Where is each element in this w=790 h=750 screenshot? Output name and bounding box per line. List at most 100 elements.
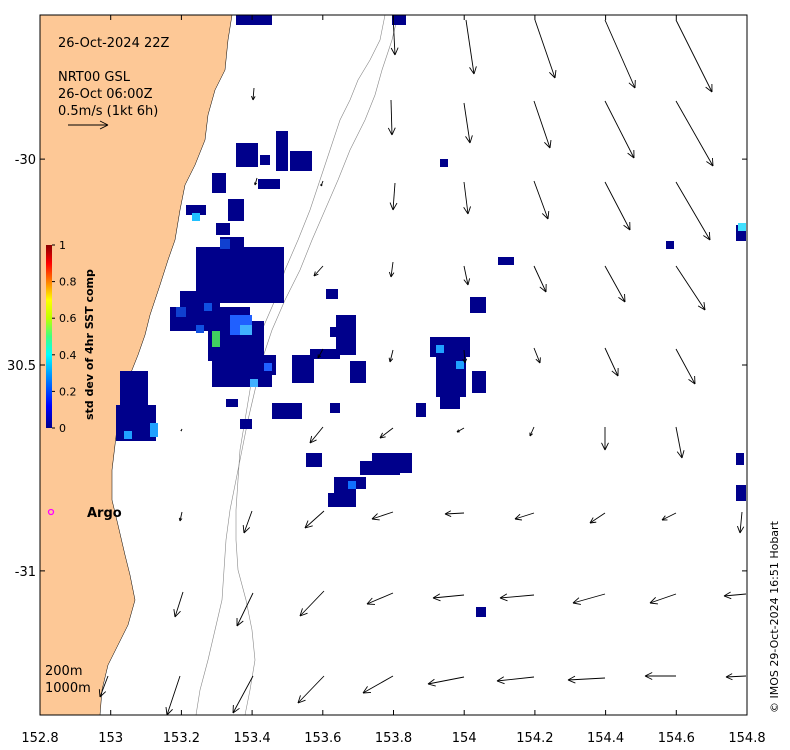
sst-pixel-high xyxy=(124,431,132,439)
current-vector xyxy=(529,426,535,437)
current-vector xyxy=(572,593,606,605)
sst-pixel-high xyxy=(738,223,746,231)
sst-pixel-high xyxy=(250,379,258,387)
current-vector xyxy=(675,348,696,385)
current-vector xyxy=(390,14,399,56)
sst-pixel xyxy=(272,403,302,419)
product-line: NRT00 GSL xyxy=(58,70,131,85)
current-vector xyxy=(567,675,606,684)
credit-text: © IMOS 29-Oct-2024 16:51 Hobart xyxy=(768,520,781,713)
current-vector xyxy=(173,591,184,618)
sst-pixel xyxy=(216,223,230,235)
sst-pixel xyxy=(326,289,338,299)
x-tick-label: 152.8 xyxy=(21,731,58,746)
sst-pixel xyxy=(498,257,514,265)
current-vector xyxy=(496,676,535,685)
current-vectors xyxy=(98,14,747,716)
sst-pixel xyxy=(258,179,280,189)
current-vector xyxy=(604,181,631,231)
sst-pixel xyxy=(440,159,448,167)
sst-pixel-high xyxy=(150,423,158,437)
current-vector xyxy=(180,428,183,432)
y-tick-label: -30 xyxy=(15,153,36,168)
current-vector xyxy=(178,511,183,522)
sst-pixel xyxy=(306,453,322,467)
current-vector xyxy=(371,511,394,521)
current-vector xyxy=(533,265,547,293)
sst-pixel xyxy=(236,15,272,25)
current-vector xyxy=(463,181,471,215)
current-vector xyxy=(456,427,465,433)
x-tick-label: 153 xyxy=(98,731,123,746)
current-vector xyxy=(675,100,714,167)
sst-pixel xyxy=(392,15,406,25)
sst-pixel xyxy=(290,151,312,171)
current-vector xyxy=(533,180,550,220)
current-vector xyxy=(427,676,465,687)
sst-pixel xyxy=(212,173,226,193)
current-vector xyxy=(232,675,254,714)
current-vector xyxy=(462,349,468,364)
y-tick-label: -31 xyxy=(15,565,36,580)
x-tick-label: 154.6 xyxy=(658,731,695,746)
current-vector xyxy=(362,675,394,694)
sst-pixel xyxy=(116,405,156,441)
sst-pixel xyxy=(330,327,340,337)
sst-pixel xyxy=(226,399,238,407)
vector-scale-label: 0.5m/s (1kt 6h) xyxy=(58,104,158,119)
current-vector xyxy=(463,102,473,144)
current-vector xyxy=(297,675,325,704)
current-vector xyxy=(463,265,471,286)
sst-pixel xyxy=(350,361,366,383)
sst-pixel xyxy=(736,485,746,501)
x-tick-label: 153.6 xyxy=(304,731,341,746)
current-vector xyxy=(98,675,109,698)
current-vector xyxy=(533,100,552,149)
x-tick-label: 154 xyxy=(452,731,477,746)
product-time: 26-Oct 06:00Z xyxy=(58,87,153,102)
sst-pixel-high xyxy=(192,213,200,221)
x-tick-label: 153.4 xyxy=(233,731,270,746)
sst-pixel xyxy=(336,315,356,355)
current-vector xyxy=(604,347,619,377)
sst-pixel xyxy=(470,297,486,313)
sst-pixel xyxy=(666,241,674,249)
current-vector xyxy=(675,426,685,459)
sst-pixel xyxy=(236,143,258,167)
current-vector xyxy=(675,19,713,93)
current-vector xyxy=(320,180,324,187)
current-vector xyxy=(534,19,557,79)
colorbar-tick-label: 0.2 xyxy=(59,385,77,398)
sst-pixel-high xyxy=(348,481,356,489)
sst-pixel-high xyxy=(436,345,444,353)
colorbar-tick-label: 1 xyxy=(59,239,66,252)
current-vector xyxy=(388,261,395,278)
current-vector xyxy=(644,672,676,680)
depth-1000-label: 1000m xyxy=(45,681,91,696)
current-vector xyxy=(675,181,711,241)
current-vector xyxy=(165,675,181,716)
sst-pixel xyxy=(472,371,486,393)
scale-arrow xyxy=(68,120,109,130)
current-vector xyxy=(389,182,398,211)
colorbar xyxy=(46,245,52,428)
sst-pixel xyxy=(416,403,426,417)
current-vector xyxy=(313,265,324,277)
current-vector xyxy=(388,349,394,363)
current-vector xyxy=(737,511,745,534)
current-vector xyxy=(604,19,636,89)
colorbar-tick-label: 0.6 xyxy=(59,312,77,325)
sst-pixel xyxy=(260,155,270,165)
depth-200-label: 200m xyxy=(45,664,82,679)
colorbar-ticks: 1 0.8 0.6 0.4 0.2 0 xyxy=(52,239,77,435)
colorbar-tick-label: 0 xyxy=(59,422,66,435)
sst-pixel xyxy=(310,349,340,359)
current-vector xyxy=(514,512,535,521)
current-vector xyxy=(589,512,606,524)
sst-pixel xyxy=(360,461,400,475)
sst-pixel xyxy=(736,225,746,241)
x-tick-label: 154.8 xyxy=(728,731,765,746)
x-tick-label: 153.8 xyxy=(375,731,412,746)
current-vector xyxy=(675,265,706,311)
